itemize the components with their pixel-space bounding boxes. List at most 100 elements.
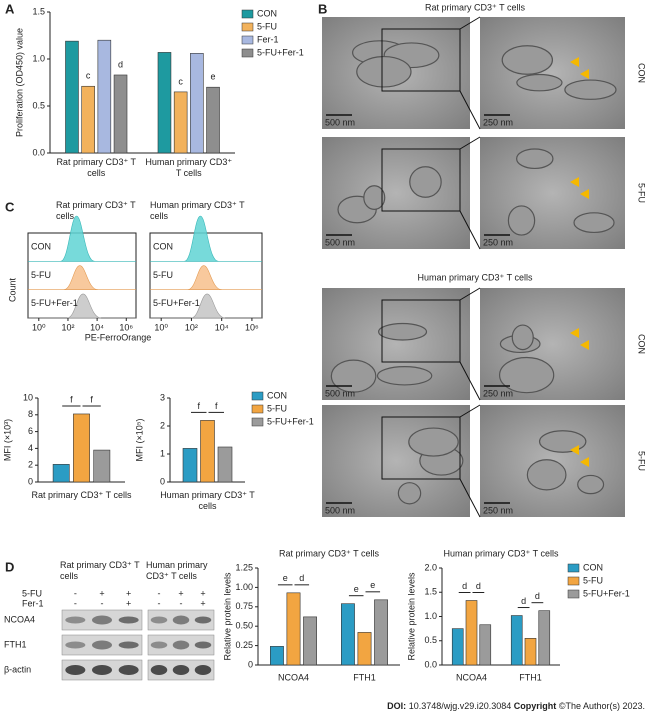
em-row-label: 5-FU <box>637 183 647 203</box>
y-axis-label: Proliferation (OD450) value <box>14 28 24 137</box>
footer-copyright-label: Copyright <box>514 701 557 711</box>
y-tick-label: 0.0 <box>32 147 45 157</box>
bar <box>510 615 523 666</box>
scale-label: 250 nm <box>483 237 513 247</box>
bar-annotation: c <box>86 71 91 81</box>
x-tick-label: FTH1 <box>519 672 542 682</box>
significance-label: f <box>70 394 73 404</box>
treatment-sign: - <box>180 598 183 608</box>
mitochondrion <box>526 459 567 491</box>
treatment-sign: + <box>200 598 205 608</box>
bar <box>52 464 70 483</box>
zoom-line <box>459 287 481 301</box>
x-axis-label: Rat primary CD3⁺ T cells <box>31 490 132 500</box>
blot-band <box>118 616 139 624</box>
mitochondrion <box>363 185 386 211</box>
legend-label: 5-FU <box>583 575 603 585</box>
flow-histogram <box>66 293 102 319</box>
y-tick-label: 6 <box>28 426 33 436</box>
bar <box>93 449 111 483</box>
treatment-label: 5-FU <box>22 588 42 598</box>
y-tick-label: 0 <box>248 659 253 669</box>
zoom-line <box>459 136 481 150</box>
flow-tick-label: 10⁶ <box>119 322 133 332</box>
flow-row-label: 5-FU <box>31 270 51 280</box>
bar <box>374 599 388 666</box>
legend-swatch <box>251 417 264 427</box>
legend-swatch <box>241 48 254 58</box>
protein-label: FTH1 <box>4 639 27 649</box>
flow-row-label: 5-FU+Fer-1 <box>31 298 78 308</box>
treatment-sign: + <box>126 598 131 608</box>
scale-label: 500 nm <box>325 117 355 127</box>
em-image <box>480 137 625 249</box>
mitochondrion <box>356 55 412 88</box>
blot-title: Rat primary CD3⁺ T cells <box>60 560 140 581</box>
bar <box>113 74 128 154</box>
x-axis-label: Human primary CD3⁺ T cells <box>160 490 255 511</box>
footer: DOI: 10.3748/wjg.v29.i20.3084 Copyright … <box>387 701 645 711</box>
mitochondrion <box>538 430 587 453</box>
em-row-label: 5-FU <box>637 451 647 471</box>
panel-label: B <box>318 1 327 16</box>
mitochondrion <box>378 322 428 341</box>
treatment-sign: - <box>158 588 161 598</box>
blot-band <box>172 665 190 675</box>
treatment-label: Fer-1 <box>22 598 44 608</box>
significance-label: f <box>215 401 218 411</box>
flow-tick-label: 10² <box>185 322 198 332</box>
mitochondrion <box>376 365 433 386</box>
scale-label: 500 nm <box>325 237 355 247</box>
bar <box>173 91 188 154</box>
treatment-sign: - <box>74 588 77 598</box>
mitochondrion <box>507 205 536 236</box>
legend-label: 5-FU+Fer-1 <box>267 416 314 426</box>
scale-label: 250 nm <box>483 505 513 515</box>
zoom-box <box>381 299 461 363</box>
footer-copyright: ©The Author(s) 2023. <box>559 701 645 711</box>
mitochondrion <box>516 148 554 170</box>
x-tick-label-box: Human primary CD3⁺ T cells <box>145 157 232 178</box>
legend-swatch <box>567 589 580 599</box>
treatment-sign: + <box>200 588 205 598</box>
zoom-line <box>459 16 481 30</box>
y-axis-label: MFI (×10³) <box>2 419 12 461</box>
em-row-label: CON <box>637 63 647 83</box>
scale-label: 250 nm <box>483 388 513 398</box>
treatment-sign: - <box>158 598 161 608</box>
x-tick-label: NCOA4 <box>456 672 487 682</box>
legend-swatch <box>241 22 254 32</box>
y-tick-label: 4 <box>28 443 33 453</box>
y-tick-label: 1.00 <box>235 582 253 592</box>
footer-doi-label: DOI: <box>387 701 406 711</box>
chart-title: Human primary CD3⁺ T cells <box>444 548 559 558</box>
significance-label: e <box>354 584 359 594</box>
mitochondrion <box>501 45 554 75</box>
y-tick-label: 0.50 <box>235 621 253 631</box>
flow-row-label: 5-FU+Fer-1 <box>153 298 200 308</box>
significance-label: d <box>476 581 481 591</box>
protein-label: NCOA4 <box>4 614 35 624</box>
mitochondrion <box>408 427 459 457</box>
em-arrow <box>580 69 589 79</box>
x-axis-label-box: Rat primary CD3⁺ T cells <box>31 490 132 500</box>
y-tick-label: 0.25 <box>235 640 253 650</box>
scale-label: 500 nm <box>325 388 355 398</box>
flow-histogram <box>60 215 95 262</box>
x-tick-label-box: Rat primary CD3⁺ T cells <box>56 157 136 178</box>
blot-band <box>92 640 112 650</box>
zoom-box <box>381 148 461 212</box>
bar <box>65 40 79 154</box>
chart-title: Rat primary CD3⁺ T cells <box>279 548 379 558</box>
flow-histogram <box>184 215 219 262</box>
x-axis-label-box: Human primary CD3⁺ T cells <box>160 490 255 511</box>
flow-title: Rat primary CD3⁺ T cells <box>56 200 136 221</box>
flow-title-box: Rat primary CD3⁺ T cells <box>56 200 136 221</box>
legend-label: CON <box>583 562 603 572</box>
bar <box>182 448 198 483</box>
bar <box>479 624 492 666</box>
blot-band <box>65 665 86 675</box>
blot-title-box: Rat primary CD3⁺ T cells <box>60 560 140 581</box>
y-tick-label: 0 <box>160 476 165 486</box>
bar <box>190 53 204 154</box>
